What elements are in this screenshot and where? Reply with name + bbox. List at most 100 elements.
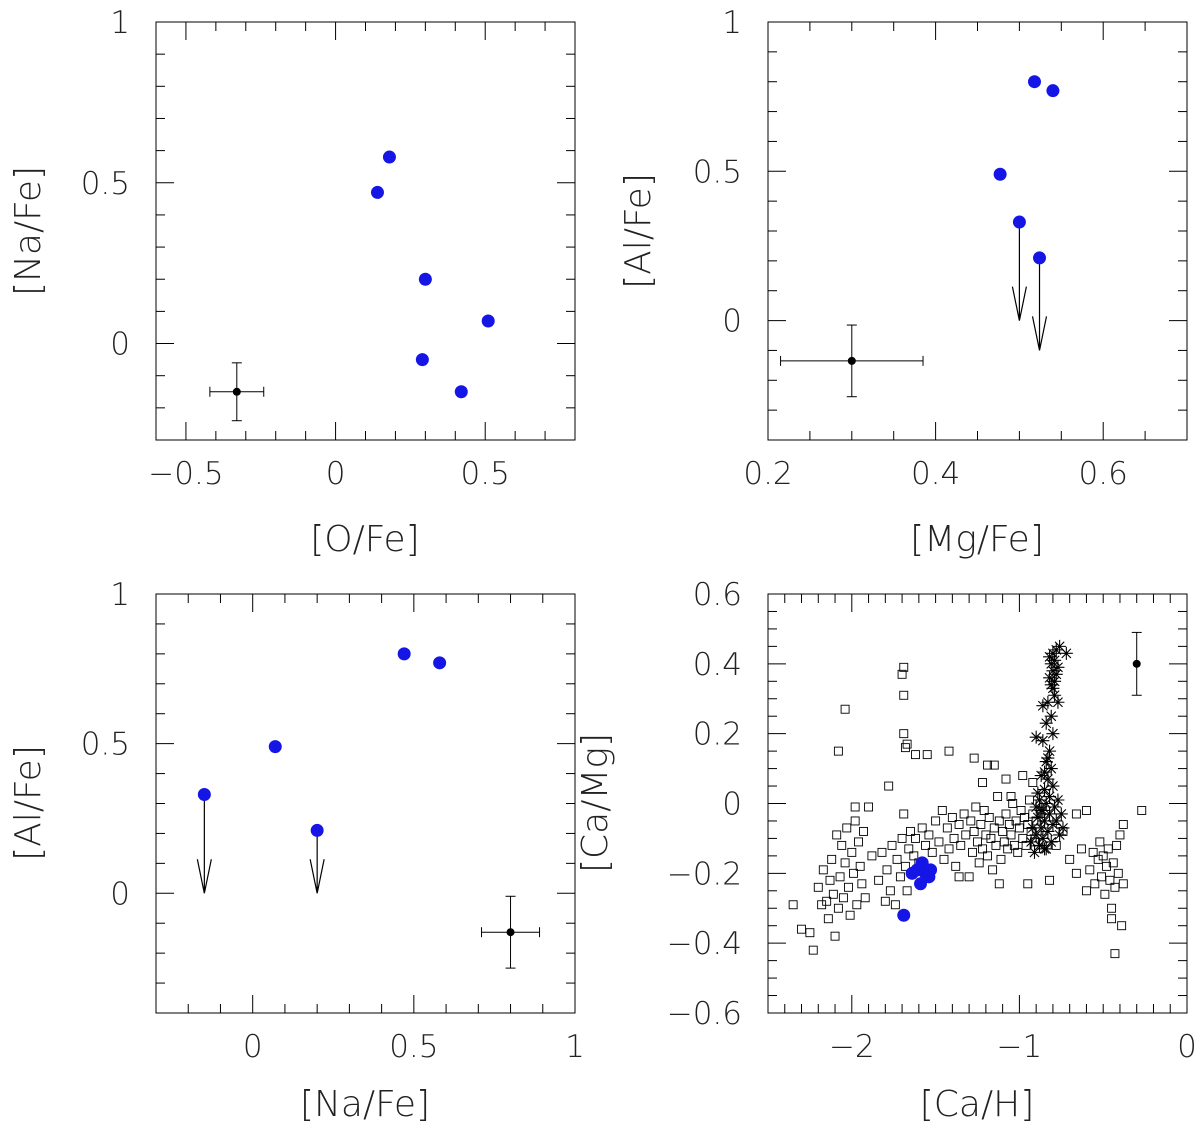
field-star-square (864, 802, 874, 812)
field-star-square (1051, 840, 1061, 850)
data-point (268, 740, 282, 754)
field-star-square (1023, 879, 1033, 889)
x-tick-labels: −0.5 0 0.5 (148, 456, 510, 492)
y-tick-label: 0 (110, 327, 130, 363)
field-star-square (1018, 771, 1028, 781)
field-star-square (813, 882, 823, 892)
x-tick-labels: 0.2 0.4 0.6 (743, 456, 1128, 492)
cluster-star-asterisk (1038, 765, 1052, 779)
field-star-square (1006, 792, 1016, 801)
field-star-square (944, 844, 954, 854)
y-tick-label: −0.4 (667, 926, 742, 962)
field-star-square (1117, 921, 1127, 931)
field-star-square (986, 833, 996, 843)
field-star-square (892, 854, 902, 864)
field-star-square (989, 760, 999, 770)
field-star-square (897, 669, 907, 679)
x-tick-label: 0.4 (911, 456, 960, 492)
cluster-star-asterisk (1043, 744, 1057, 758)
panel-na-fe-vs-al-fe: 0 0.5 1 0 0.5 1 [Na/Fe] [Al/Fe] (8, 577, 585, 1125)
cluster-star-asterisk (1048, 688, 1062, 702)
field-star-square (978, 778, 987, 787)
panel-ca-h-vs-ca-mg: −2 −1 0 −0.6 −0.4 −0.2 0 0.2 0.4 0.6 [Ca… (575, 577, 1197, 1125)
field-star-square (942, 823, 952, 833)
field-star-square (1009, 840, 1019, 850)
x-tick-label: 0 (243, 1029, 263, 1065)
field-star-square (904, 844, 914, 854)
field-star-square (968, 847, 977, 857)
data-point (1046, 84, 1060, 98)
field-star-square (1001, 809, 1011, 819)
field-star-square (1118, 820, 1128, 829)
cluster-star-asterisk (1043, 650, 1057, 664)
field-star-square (951, 861, 961, 871)
field-star-square (849, 868, 858, 878)
upper-limit-arrow (196, 794, 212, 894)
field-star-square (847, 847, 857, 857)
field-star-square (850, 802, 860, 812)
field-star-square (823, 914, 833, 924)
upper-limit-arrow (309, 830, 325, 894)
field-star-square (978, 844, 987, 854)
upper-limit-arrow (1011, 222, 1027, 321)
field-star-square (887, 840, 897, 850)
field-star-square (899, 662, 909, 672)
field-star-square (885, 886, 895, 896)
field-star-square (828, 889, 838, 899)
field-star-square (996, 854, 1006, 864)
cluster-star-asterisk (1049, 814, 1063, 828)
x-axis-label: [Mg/Fe] (910, 519, 1044, 560)
cluster-star-asterisk (1046, 727, 1060, 741)
data-point (415, 353, 429, 367)
cluster-star-asterisk (1039, 797, 1053, 810)
data-point (382, 150, 396, 164)
field-star-square (1013, 847, 1023, 857)
panel-frame (767, 593, 1188, 1014)
field-star-square (833, 746, 843, 756)
y-axis-label: [Al/Fe] (8, 745, 49, 861)
cluster-star-asterisk (1053, 639, 1067, 653)
data-point (993, 167, 1007, 181)
field-star-square (880, 896, 890, 906)
field-star-square (1090, 879, 1100, 889)
cluster-star-asterisk (1054, 807, 1068, 821)
field-star-square (832, 830, 842, 840)
cluster-star-asterisk (1044, 835, 1058, 849)
x-tick-label: −2 (829, 1029, 875, 1065)
panel-frame (155, 593, 576, 1014)
x-tick-label: −0.5 (148, 456, 223, 492)
y-axis-label: [Na/Fe] (8, 166, 49, 296)
field-star-square (1076, 844, 1086, 854)
field-star-square (877, 847, 887, 857)
field-star-square (1098, 851, 1108, 861)
error-bar (481, 895, 541, 969)
field-star-square (1115, 830, 1125, 840)
y-tick-label: 0.2 (693, 717, 742, 753)
panel-o-fe-vs-na-fe: −0.5 0 0.5 0 0.5 1 [O/Fe] [Na/Fe] (8, 5, 576, 560)
field-star-square (927, 847, 937, 857)
cluster-star-asterisk (1044, 709, 1058, 723)
field-star-square (966, 816, 976, 826)
field-star-square (895, 872, 905, 882)
y-tick-label: 1 (110, 5, 130, 41)
field-star-square (1137, 806, 1147, 815)
x-tick-label: 0.6 (1079, 456, 1128, 492)
cluster-star-asterisk (1033, 793, 1047, 807)
field-star-square (931, 816, 941, 826)
field-star-square (954, 820, 964, 829)
y-tick-label: 0 (722, 304, 742, 340)
error-bar (1131, 631, 1142, 696)
field-star-square (1071, 809, 1081, 819)
field-star-square (899, 690, 909, 700)
cluster-star-asterisk (1053, 828, 1067, 842)
cluster-star-asterisk (1036, 699, 1050, 713)
y-tick-label: 0.4 (693, 647, 742, 683)
y-axis-label: [Ca/Mg] (575, 733, 616, 873)
data-point (397, 647, 411, 661)
cluster-star-asterisk (1038, 842, 1052, 856)
field-star-square (944, 746, 954, 756)
data-marks (788, 631, 1147, 959)
field-star-square (917, 823, 927, 833)
data-marks (209, 150, 495, 422)
field-star-square (805, 928, 815, 938)
